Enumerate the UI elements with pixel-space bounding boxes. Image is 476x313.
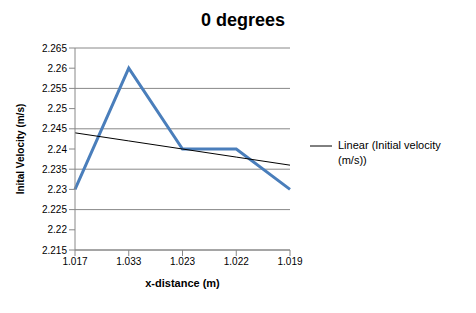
- svg-text:2.255: 2.255: [42, 83, 67, 94]
- svg-text:2.23: 2.23: [48, 184, 68, 195]
- html-text:Linear (Initial velocity (m/s): Linear (Initial velocity (m/s)): [338, 139, 441, 166]
- svg-text:1.023: 1.023: [170, 256, 195, 267]
- svg-text:2.245: 2.245: [42, 123, 67, 134]
- svg-text:1.022: 1.022: [224, 256, 249, 267]
- svg-text:1.019: 1.019: [277, 256, 302, 267]
- svg-text:Inital Velocity (m/s): Inital Velocity (m/s): [15, 104, 26, 195]
- svg-text:2.24: 2.24: [48, 144, 68, 155]
- svg-text:x-distance (m): x-distance (m): [145, 277, 220, 289]
- svg-text:2.26: 2.26: [48, 63, 68, 74]
- svg-text:2.225: 2.225: [42, 204, 67, 215]
- svg-text:2.22: 2.22: [48, 224, 68, 235]
- html-text:0 degrees: 0 degrees: [201, 10, 285, 30]
- svg-text:2.25: 2.25: [48, 103, 68, 114]
- svg-text:2.215: 2.215: [42, 245, 67, 256]
- svg-text:1.033: 1.033: [116, 256, 141, 267]
- svg-text:1.017: 1.017: [62, 256, 87, 267]
- svg-text:2.265: 2.265: [42, 43, 67, 54]
- svg-text:2.235: 2.235: [42, 164, 67, 175]
